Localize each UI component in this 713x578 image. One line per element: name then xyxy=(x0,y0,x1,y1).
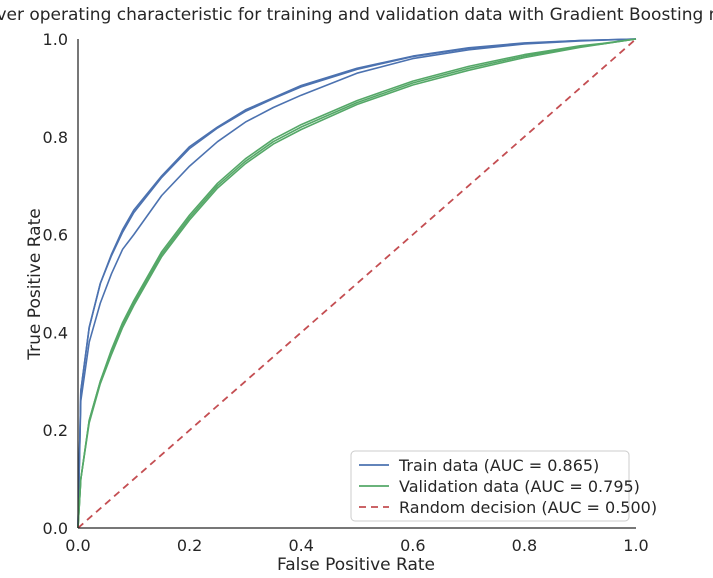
x-tick-label: 0.0 xyxy=(65,536,90,555)
series-line-4 xyxy=(77,38,637,529)
y-tick-label: 1.0 xyxy=(43,30,68,49)
legend-label: Train data (AUC = 0.865) xyxy=(398,456,599,475)
y-axis-label: True Positive Rate xyxy=(25,208,45,360)
series-line-6 xyxy=(77,38,637,529)
x-tick-label: 0.8 xyxy=(512,536,537,555)
axis-ticks: 0.0 0.2 0.4 0.6 0.8 1.0 0.0 0.2 0.4 0.6 0.8 1.0 xyxy=(43,30,649,555)
x-tick-label: 0.2 xyxy=(177,536,202,555)
legend-label: Validation data (AUC = 0.795) xyxy=(399,477,640,496)
x-tick-label: 1.0 xyxy=(623,536,648,555)
y-tick-label: 0.8 xyxy=(43,128,68,147)
x-tick-label: 0.6 xyxy=(400,536,425,555)
plot-lines xyxy=(77,38,637,529)
x-tick-label: 0.4 xyxy=(288,536,313,555)
y-tick-label: 0.2 xyxy=(43,421,68,440)
series-line-1 xyxy=(77,38,637,529)
series-line-2 xyxy=(77,38,637,529)
y-tick-label: 0.4 xyxy=(43,323,68,342)
x-axis-label: False Positive Rate xyxy=(277,555,435,575)
y-tick-label: 0.6 xyxy=(43,226,68,245)
legend: Train data (AUC = 0.865) Validation data … xyxy=(350,450,657,522)
legend-label: Random decision (AUC = 0.500) xyxy=(399,498,657,517)
y-tick-label: 0.0 xyxy=(43,519,68,538)
series-line-5 xyxy=(77,38,637,529)
legend-box xyxy=(350,450,630,522)
chart-title: Receiver operating characteristic for tr… xyxy=(0,5,713,25)
